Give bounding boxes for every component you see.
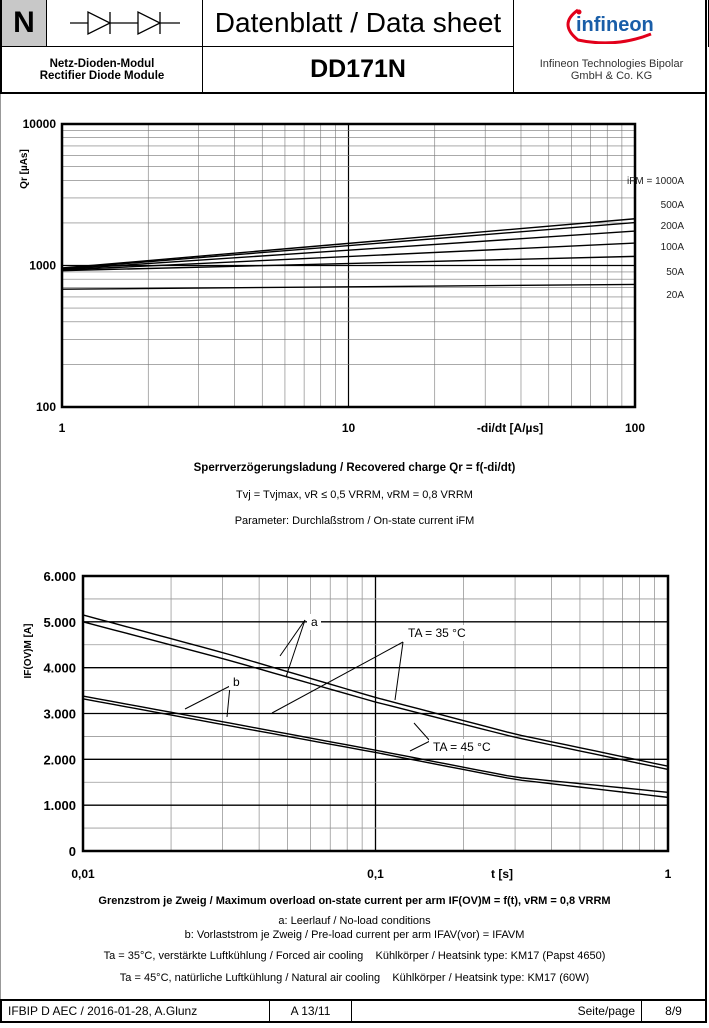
company-name: Infineon Technologies Bipolar GmbH & Co.…	[514, 47, 709, 92]
chart1-title: Sperrverzögerungsladung / Recovered char…	[193, 462, 516, 474]
overload-current-chart: a b TA = 35 °C TA = 45 °C 0,01 0,1 1 0 1.000 2.00…	[23, 569, 672, 881]
chart2-title: Grenzstrom je Zweig / Maximum overload o…	[98, 895, 611, 907]
series-line-500A	[61, 221, 636, 270]
x-axis-label: -di/dt [A/µs]	[477, 421, 543, 435]
x-tick-label: 1	[665, 867, 672, 881]
legend-label-20A: 20A	[666, 290, 684, 301]
annotation-leader-45	[409, 740, 431, 752]
series-line-20A	[61, 283, 636, 290]
recovered-charge-chart: 1 10 100 100 1000 10000 -di/dt [A/µs] Qr [µAs] i…	[19, 117, 685, 435]
annotation-ta-35-bg	[404, 625, 484, 641]
chart1-conditions: Tvj = Tvjmax, vR ≤ 0,5 VRRM, vRM = 0,8 V…	[236, 489, 473, 501]
x-tick-label: 0,1	[367, 867, 384, 881]
y-tick-label: 1.000	[43, 798, 76, 813]
series-line-b-35	[82, 695, 669, 794]
company-line-2: GmbH & Co. KG	[570, 69, 653, 82]
y-axis-label: Qr [µAs]	[19, 149, 30, 189]
annotation-a-bg	[307, 614, 321, 630]
annotation-a: a	[311, 615, 318, 629]
part-number: DD171N	[203, 47, 514, 92]
annotation-ta-45: TA = 45 °C	[433, 740, 491, 754]
annotation-ta-45-bg	[429, 739, 509, 755]
annotation-b: b	[233, 675, 240, 689]
plot-frame	[60, 122, 637, 409]
x-tick-label: 10	[342, 421, 356, 435]
content-frame	[0, 94, 707, 1000]
y-tick-label: 1000	[29, 259, 56, 273]
annotation-leader-35	[394, 641, 404, 701]
series-line-200A	[61, 230, 636, 271]
header: N Datenblatt / Data sheet infineon Netz-…	[0, 0, 709, 94]
document-reference: IFBIP D AEC / 2016-01-28, A.Glunz	[2, 1001, 270, 1021]
annotation-leader-b	[226, 685, 231, 718]
y-axis-label: IF(OV)M [A]	[23, 624, 34, 679]
revision: A 13/11	[270, 1001, 352, 1021]
plot-frame	[81, 574, 670, 853]
legend-label-500A: 500A	[661, 200, 685, 211]
chart2-cooling-45: Ta = 45°C, natürliche Luftkühlung / Natu…	[119, 972, 590, 984]
annotation-leader-a	[285, 619, 306, 678]
two-diodes-in-series-icon	[47, 0, 203, 47]
series-line-1000A	[61, 218, 636, 269]
x-tick-label: 0,01	[71, 867, 95, 881]
series-line-b-45	[82, 698, 669, 799]
legend-label-1000A: iFM = 1000A	[627, 176, 684, 187]
chart2-note-a: a: Leerlauf / No-load conditions	[278, 915, 431, 927]
chart2-note-b: b: Vorlaststrom je Zweig / Pre-load curr…	[184, 929, 525, 941]
x-axis-label: t [s]	[491, 867, 513, 881]
page-number: 8/9	[665, 1004, 682, 1018]
legend-label-200A: 200A	[661, 221, 685, 232]
company-line-1: Infineon Technologies Bipolar	[539, 57, 684, 70]
legend-label-100A: 100A	[661, 242, 685, 253]
document-title: Datenblatt / Data sheet	[203, 0, 514, 47]
x-tick-label: 100	[625, 421, 645, 435]
annotation-ta-35: TA = 35 °C	[408, 626, 466, 640]
y-tick-label: 6.000	[43, 569, 76, 584]
series-line-50A	[61, 255, 636, 272]
module-type-en: Rectifier Diode Module	[39, 69, 165, 82]
y-tick-label: 5.000	[43, 615, 76, 630]
y-tick-label: 4.000	[43, 661, 76, 676]
annotation-leader-a	[279, 619, 306, 657]
y-tick-label: 0	[69, 844, 76, 859]
chart2-cooling-35: Ta = 35°C, verstärkte Luftkühlung / Forc…	[103, 950, 606, 962]
annotation-leader-35	[271, 641, 404, 714]
chart1-parameter: Parameter: Durchlaßstrom / On-state curr…	[234, 515, 475, 527]
series-line-a-45	[82, 621, 669, 771]
footer: IFBIP D AEC / 2016-01-28, A.Glunz A 13/1…	[0, 999, 707, 1023]
infineon-logo: infineon	[514, 0, 709, 47]
series-line-100A	[61, 242, 636, 271]
y-tick-label: 10000	[23, 117, 57, 131]
annotation-b-bg	[229, 674, 243, 690]
legend-label-50A: 50A	[666, 267, 684, 278]
module-type: Netz-Dioden-Modul Rectifier Diode Module	[2, 47, 203, 92]
type-letter: N	[2, 0, 47, 47]
y-tick-label: 100	[36, 400, 56, 414]
annotation-leader-b	[184, 685, 231, 710]
y-tick-label: 3.000	[43, 707, 76, 722]
page-label: Seite/page	[352, 1001, 642, 1021]
annotation-leader-45	[413, 722, 431, 742]
x-tick-label: 1	[59, 421, 66, 435]
svg-text:infineon: infineon	[576, 14, 654, 36]
series-line-a-35	[82, 614, 669, 767]
module-type-de: Netz-Dioden-Modul	[49, 57, 155, 70]
y-tick-label: 2.000	[43, 752, 76, 767]
